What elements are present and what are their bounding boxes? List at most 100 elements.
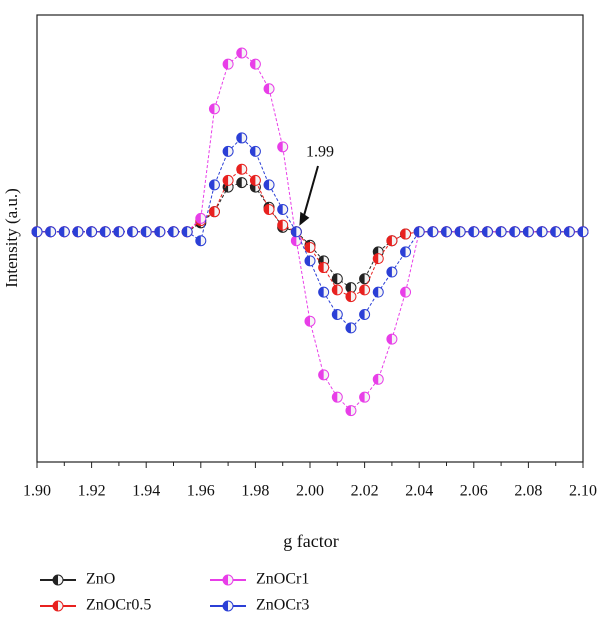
legend-label: ZnOCr1: [256, 571, 309, 588]
marker-half: [127, 226, 133, 237]
marker-half: [236, 164, 242, 175]
marker-half: [209, 103, 215, 114]
marker-half: [264, 83, 270, 94]
marker-half: [455, 226, 461, 237]
legend-item: ZnOCr0.5: [40, 597, 151, 614]
legend-label: ZnOCr3: [256, 597, 309, 614]
marker-half: [277, 220, 283, 231]
marker-half: [223, 146, 229, 157]
marker-half: [400, 246, 406, 257]
marker-half: [318, 369, 324, 380]
marker-half: [305, 316, 310, 327]
marker-half: [305, 255, 310, 266]
marker-half: [113, 226, 119, 237]
marker-half: [32, 226, 37, 237]
marker-half: [482, 226, 488, 237]
marker-half: [250, 175, 256, 186]
x-tick-label: 2.04: [405, 483, 433, 500]
marker-half: [359, 273, 365, 284]
marker-half: [386, 235, 392, 246]
marker-half: [223, 575, 228, 585]
x-tick-label: 2.02: [351, 483, 379, 500]
marker-half: [345, 322, 351, 333]
marker-half: [564, 226, 570, 237]
marker-half: [400, 287, 406, 298]
marker-half: [305, 242, 310, 253]
legend-item: ZnOCr1: [210, 571, 309, 588]
marker-half: [141, 226, 147, 237]
marker-half: [359, 392, 365, 403]
marker-half: [509, 226, 515, 237]
x-tick-label: 1.90: [23, 483, 51, 500]
marker-half: [332, 392, 338, 403]
legend-label: ZnOCr0.5: [86, 597, 151, 614]
arrow-head: [299, 211, 310, 226]
marker-half: [59, 226, 65, 237]
marker-half: [195, 213, 201, 224]
marker-half: [209, 206, 215, 217]
marker-half: [264, 179, 270, 190]
legend-item: ZnO: [40, 571, 115, 588]
marker-half: [277, 141, 283, 152]
x-tick-label: 2.10: [569, 483, 597, 500]
marker-half: [345, 405, 351, 416]
marker-half: [373, 287, 379, 298]
marker-half: [264, 204, 270, 215]
marker-half: [550, 226, 556, 237]
x-tick-label: 2.00: [296, 483, 324, 500]
marker-half: [72, 226, 78, 237]
plot-frame: [36, 14, 584, 463]
marker-half: [250, 146, 256, 157]
marker-half: [45, 226, 51, 237]
marker-half: [86, 226, 92, 237]
marker-half: [291, 226, 297, 237]
x-tick-label: 2.08: [514, 483, 542, 500]
marker-half: [332, 273, 338, 284]
marker-half: [441, 226, 447, 237]
marker-half: [386, 334, 392, 345]
y-axis-label: Intensity (a.u.): [2, 188, 21, 288]
marker-half: [414, 226, 420, 237]
marker-half: [345, 291, 351, 302]
marker-half: [154, 226, 160, 237]
marker-half: [168, 226, 174, 237]
marker-half: [345, 282, 351, 293]
legend-label: ZnO: [86, 571, 115, 588]
marker-half: [496, 226, 502, 237]
marker-half: [332, 309, 338, 320]
marker-half: [223, 59, 229, 70]
marker-half: [182, 226, 188, 237]
marker-half: [250, 59, 256, 70]
marker-half: [291, 235, 297, 246]
marker-half: [373, 374, 379, 385]
marker-half: [223, 601, 228, 611]
marker-half: [195, 235, 201, 246]
marker-half: [236, 132, 242, 143]
marker-half: [277, 204, 283, 215]
marker-half: [318, 262, 324, 273]
marker-half: [427, 226, 433, 237]
marker-half: [537, 226, 543, 237]
marker-half: [318, 287, 324, 298]
annotation-arrow: [302, 165, 319, 219]
marker-half: [53, 601, 58, 611]
marker-half: [359, 284, 365, 295]
x-tick-label: 1.94: [132, 483, 160, 500]
marker-half: [400, 229, 406, 240]
x-axis-label: g factor: [283, 531, 338, 551]
x-tick-label: 1.98: [241, 483, 269, 500]
x-tick-label: 1.92: [78, 483, 106, 500]
x-tick-label: 1.96: [187, 483, 215, 500]
marker-half: [523, 226, 529, 237]
x-tick-label: 2.06: [460, 483, 488, 500]
marker-half: [236, 47, 242, 58]
marker-half: [53, 575, 58, 585]
marker-half: [236, 177, 242, 188]
series: [31, 132, 589, 334]
marker-half: [359, 309, 365, 320]
marker-half: [332, 284, 338, 295]
marker-half: [223, 175, 229, 186]
annotation: 1.99: [306, 144, 334, 161]
marker-half: [373, 253, 379, 264]
